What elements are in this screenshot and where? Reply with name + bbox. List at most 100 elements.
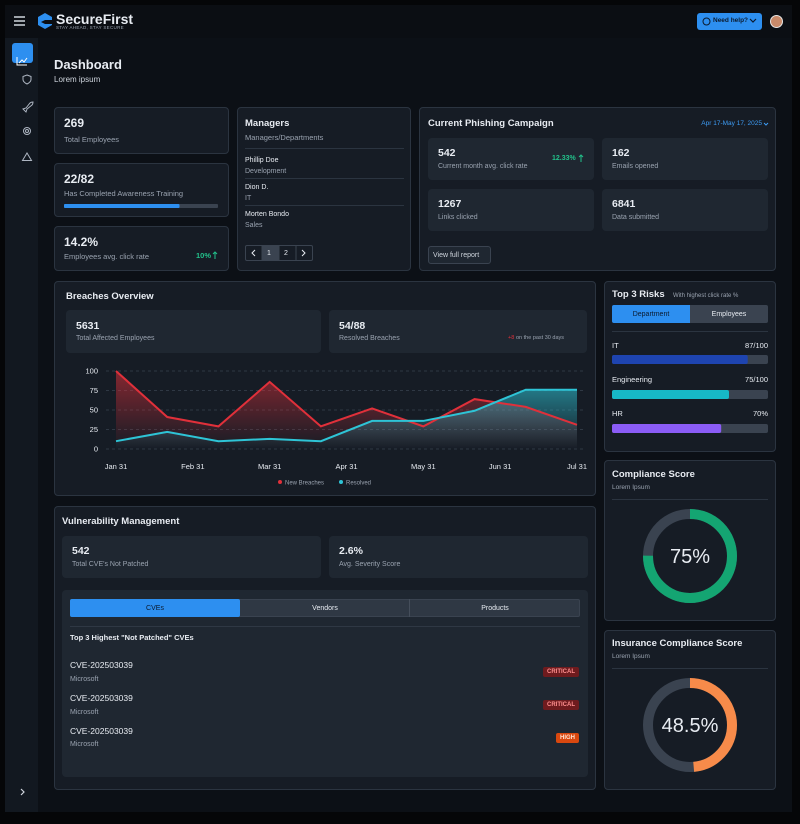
tab[interactable] [690,305,768,323]
stat-card [54,226,229,271]
menu-icon[interactable] [13,15,27,27]
x-tick-label: Apr 31 [335,462,357,471]
panel-title: Insurance Compliance Score [612,638,743,649]
series-line [115,370,578,428]
panel-title: Compliance Score [612,469,695,480]
donut-arc [643,678,737,772]
panel-title: Breaches Overview [66,291,154,302]
divider [612,331,768,332]
manager-name: Phillip Doe [245,157,279,164]
cve-vendor: Microsoft [70,709,99,716]
metric-label: Data submitted [612,214,660,221]
chevron [749,18,757,23]
tab[interactable]: CVEs [146,605,164,612]
metric-card [602,189,768,231]
metric-value: 2.6% [339,545,363,557]
panel-subtitle: Lorem Ipsum [612,653,650,660]
panel-subtitle: Lorem Ipsum [612,484,650,491]
divider [245,148,404,149]
metric-label: Total CVE's Not Patched [72,561,149,568]
tab-active[interactable] [70,599,240,617]
page-subtitle: Lorem ipsum [54,75,101,84]
tab-label[interactable]: Employees [711,311,747,318]
metric-value: 54/88 [339,320,366,332]
manager-name: Morten Bondo [245,211,289,218]
metric-card [329,310,587,353]
x-tick-label: Mar 31 [258,462,281,471]
divider [245,205,404,206]
panel-subtitle: With highest click rate % [673,293,739,299]
cve-id: CVE-202503039 [70,660,133,670]
date-range[interactable]: Apr 17-May 17, 2025 [701,120,762,127]
progress-fill [64,204,180,208]
cve-id: CVE-202503039 [70,693,133,703]
cve-id: CVE-202503039 [70,726,133,736]
report-button-label[interactable]: View full report [433,252,480,259]
risk-label: 75/100 [745,375,768,384]
stat-label: Employees avg. click rate [64,252,150,261]
risk-name: IT [612,341,619,350]
help-icon [702,17,711,26]
risk-bar [612,355,748,364]
cve-vendor: Microsoft [70,676,99,683]
page-button[interactable]: 2 [284,250,288,257]
manager-name: Dion D. [245,184,269,191]
avatar[interactable] [770,15,783,28]
tagline: STAY AHEAD, STAY SECURE [56,25,124,30]
tab-active[interactable] [612,305,690,323]
panel-title: Top 3 Risks [612,289,665,300]
divider [612,668,768,669]
metric-card [428,189,594,231]
tab[interactable]: Vendors [312,605,338,612]
top-bar [5,5,792,38]
panel-subtitle: Managers/Departments [245,133,324,142]
metric-value: 6841 [612,198,636,210]
metric-card [62,536,321,578]
manager-department: IT [245,195,252,202]
risk-bar [612,424,722,433]
series-area [116,389,577,449]
tab-divider [409,599,410,617]
stat-value: 14.2% [64,235,99,249]
up-arrow [212,251,218,259]
tab[interactable]: Products [481,605,509,612]
panel-title: Current Phishing Campaign [428,118,554,129]
nav-icons [16,57,34,796]
legend-label: Resolved [346,481,371,487]
metric-label: Total Affected Employees [76,335,155,342]
metric-value: 542 [72,545,90,557]
tab-label[interactable]: Department [632,311,670,318]
panel-title: Vulnerability Management [62,516,180,527]
risk-name: HR [612,409,623,418]
logo [38,13,52,29]
metric-label: Emails opened [612,163,659,170]
y-tick-label: 25 [90,425,98,434]
y-tick-label: 0 [94,445,98,454]
x-tick-label: Jul 31 [567,462,587,471]
stat-change: 10% [196,251,212,260]
metric-value: 542 [438,147,456,159]
severity-badge: CRITICAL [543,667,579,677]
metric-change: 12.33% [552,155,576,162]
cve-panel [62,590,588,777]
y-tick-label: 50 [90,406,98,415]
stat-label: Total Employees [64,135,120,144]
donut-label: 48.5% [662,715,719,737]
list-title: Top 3 Highest "Not Patched" CVEs [70,633,194,642]
up-arrow [578,154,584,162]
pagination-arrows[interactable] [245,245,313,261]
help-button[interactable] [697,13,762,30]
x-tick-label: May 31 [411,462,436,471]
divider [612,499,768,500]
legend-marker [278,480,282,484]
help-label[interactable]: Need help? [713,17,749,24]
metric-card [428,138,594,180]
report-button[interactable] [428,246,491,264]
stat-label: Has Completed Awareness Training [64,189,184,198]
page-button[interactable]: 1 [267,250,271,257]
metric-label: Current month avg. click rate [438,163,528,170]
stat-value: 22/82 [64,172,95,186]
note-value: +8 [508,335,515,341]
